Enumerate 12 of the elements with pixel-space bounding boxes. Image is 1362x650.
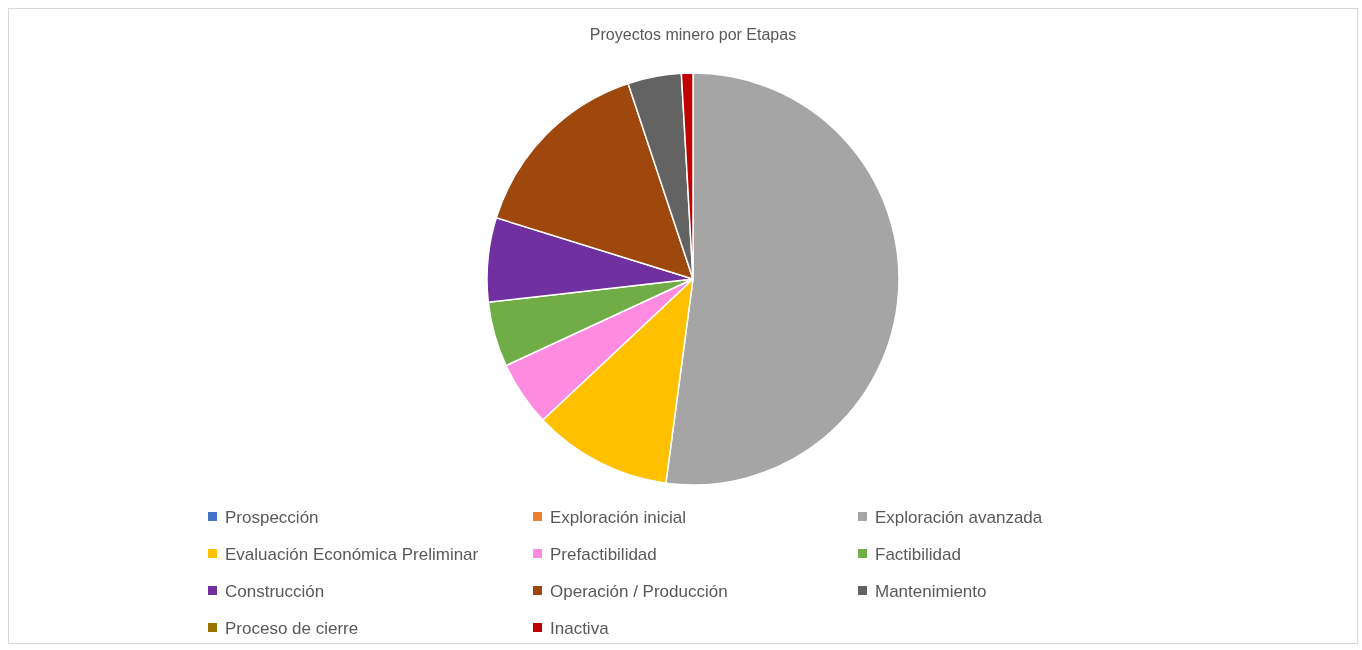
- legend-label: Proceso de cierre: [225, 619, 359, 638]
- legend-label: Operación / Producción: [550, 582, 728, 601]
- legend-label: Prospección: [225, 508, 319, 527]
- legend-label: Factibilidad: [875, 545, 961, 564]
- legend-label: Exploración avanzada: [875, 508, 1043, 527]
- legend-label: Prefactibilidad: [550, 545, 657, 564]
- chart-title: Proyectos minero por Etapas: [589, 26, 797, 43]
- legend-label: Construcción: [225, 582, 325, 601]
- legend-label: Evaluación Económica Preliminar: [225, 545, 479, 564]
- legend-label: Exploración inicial: [550, 508, 687, 527]
- legend-label: Inactiva: [550, 619, 610, 638]
- legend-label: Mantenimiento: [875, 582, 987, 601]
